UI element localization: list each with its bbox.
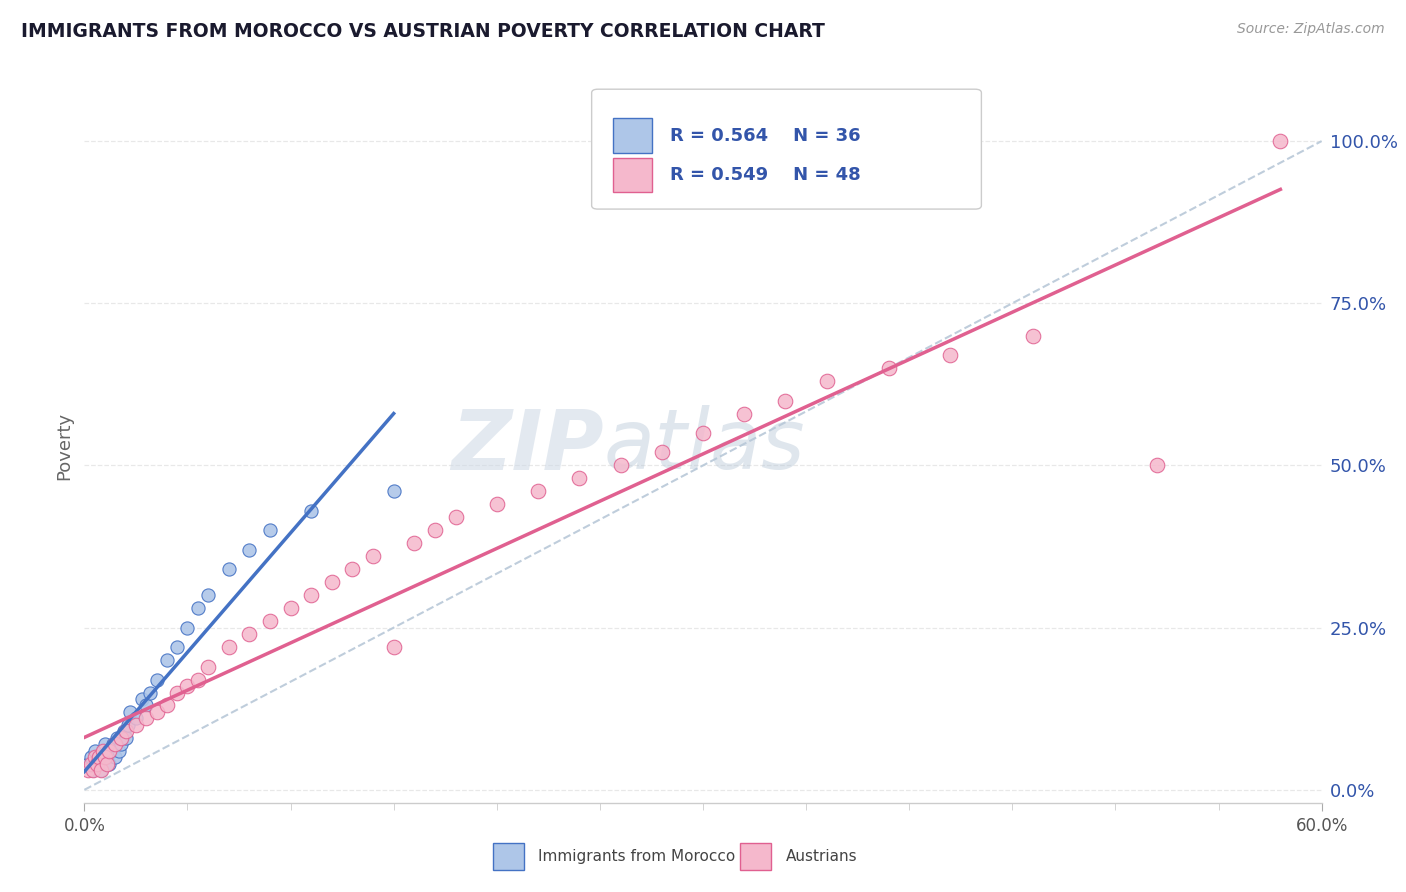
- Point: [86, 756, 108, 771]
- Text: Austrians: Austrians: [786, 849, 858, 863]
- Point: [112, 724, 135, 739]
- Text: atlas: atlas: [605, 406, 806, 486]
- Point: [105, 731, 128, 745]
- Point: [692, 425, 714, 440]
- Point: [939, 348, 962, 362]
- Point: [118, 705, 141, 719]
- Point: [103, 738, 125, 752]
- Point: [82, 764, 104, 778]
- Point: [568, 471, 591, 485]
- Point: [176, 621, 198, 635]
- Point: [815, 374, 838, 388]
- Point: [404, 536, 426, 550]
- Bar: [613, 119, 652, 153]
- Point: [187, 673, 209, 687]
- Point: [527, 484, 550, 499]
- Point: [259, 524, 281, 538]
- FancyBboxPatch shape: [592, 89, 981, 209]
- Point: [91, 744, 114, 758]
- Point: [145, 705, 167, 719]
- Point: [110, 738, 132, 752]
- Point: [83, 750, 105, 764]
- Point: [96, 756, 118, 771]
- Point: [166, 685, 188, 699]
- Bar: [492, 843, 523, 870]
- Point: [135, 698, 157, 713]
- Point: [86, 756, 108, 771]
- Point: [90, 764, 112, 778]
- Point: [156, 698, 179, 713]
- Point: [609, 458, 631, 473]
- Point: [77, 764, 100, 778]
- Point: [98, 744, 121, 758]
- Point: [342, 562, 364, 576]
- Text: IMMIGRANTS FROM MOROCCO VS AUSTRIAN POVERTY CORRELATION CHART: IMMIGRANTS FROM MOROCCO VS AUSTRIAN POVE…: [21, 22, 825, 41]
- Bar: [613, 158, 652, 192]
- Point: [114, 724, 136, 739]
- Point: [79, 756, 101, 771]
- Text: Immigrants from Morocco: Immigrants from Morocco: [538, 849, 735, 863]
- Point: [321, 575, 343, 590]
- Point: [259, 614, 281, 628]
- Point: [1270, 134, 1292, 148]
- Point: [91, 744, 114, 758]
- Point: [280, 601, 302, 615]
- Point: [100, 744, 122, 758]
- Point: [87, 750, 110, 764]
- Point: [104, 750, 127, 764]
- Point: [166, 640, 188, 654]
- Text: R = 0.549    N = 48: R = 0.549 N = 48: [669, 166, 860, 184]
- Point: [94, 750, 117, 764]
- Point: [83, 744, 105, 758]
- Point: [90, 764, 112, 778]
- Point: [94, 738, 117, 752]
- Point: [775, 393, 797, 408]
- Point: [197, 588, 219, 602]
- Point: [82, 764, 104, 778]
- Point: [485, 497, 508, 511]
- Point: [299, 588, 322, 602]
- Y-axis label: Poverty: Poverty: [55, 412, 73, 480]
- Point: [444, 510, 467, 524]
- Point: [299, 504, 322, 518]
- Point: [733, 407, 755, 421]
- Point: [187, 601, 209, 615]
- Text: ZIP: ZIP: [451, 406, 605, 486]
- Point: [96, 750, 118, 764]
- Point: [382, 484, 405, 499]
- Point: [197, 659, 219, 673]
- Point: [423, 524, 446, 538]
- Bar: [740, 843, 770, 870]
- Point: [877, 361, 900, 376]
- Point: [131, 692, 153, 706]
- Point: [110, 731, 132, 745]
- Point: [87, 750, 110, 764]
- Point: [651, 445, 673, 459]
- Point: [238, 627, 260, 641]
- Point: [218, 640, 240, 654]
- Point: [176, 679, 198, 693]
- Point: [1022, 328, 1045, 343]
- Point: [114, 731, 136, 745]
- Point: [79, 750, 101, 764]
- Text: R = 0.564    N = 36: R = 0.564 N = 36: [669, 127, 860, 145]
- Point: [125, 718, 148, 732]
- Point: [382, 640, 405, 654]
- Point: [145, 673, 167, 687]
- Point: [139, 685, 162, 699]
- Point: [1146, 458, 1168, 473]
- Point: [108, 744, 131, 758]
- Point: [98, 756, 121, 771]
- Point: [238, 542, 260, 557]
- Point: [117, 718, 139, 732]
- Point: [135, 711, 157, 725]
- Text: Source: ZipAtlas.com: Source: ZipAtlas.com: [1237, 22, 1385, 37]
- Point: [361, 549, 384, 564]
- Point: [156, 653, 179, 667]
- Point: [77, 756, 100, 771]
- Point: [125, 711, 148, 725]
- Point: [218, 562, 240, 576]
- Point: [104, 738, 127, 752]
